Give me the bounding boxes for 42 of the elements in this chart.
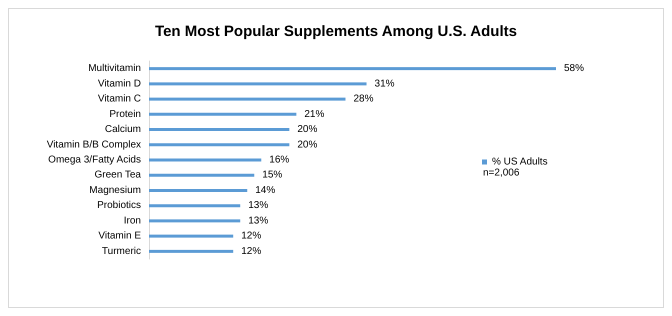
data-label: 20% (297, 139, 318, 150)
y-tick-label: Vitamin B/B Complex (46, 139, 141, 150)
data-label: 15% (262, 170, 282, 181)
data-label: 28% (353, 94, 374, 105)
y-tick-label: Iron (124, 215, 141, 226)
data-label: 21% (304, 108, 324, 120)
bar (149, 112, 296, 116)
data-label: 58% (564, 63, 584, 74)
data-label: 12% (241, 246, 262, 257)
y-tick-label: Multivitamin (88, 63, 141, 74)
y-tick-label: Turmeric (102, 246, 141, 257)
bar (149, 188, 248, 192)
bar (149, 67, 556, 70)
legend-label: % US Adults (492, 156, 548, 168)
y-tick-label: Green Tea (94, 170, 142, 181)
bar (149, 98, 346, 101)
data-label: 12% (241, 230, 262, 242)
y-tick-label: Probiotics (97, 200, 141, 212)
data-label: 13% (248, 200, 268, 212)
y-tick-label: Calcium (104, 124, 141, 136)
y-tick-label: Vitamin E (98, 230, 142, 242)
annotation: n=2,006 (483, 168, 520, 178)
y-tick-label: Vitamin C (98, 94, 141, 105)
data-label: 20% (297, 124, 318, 136)
data-label: 14% (255, 184, 276, 196)
bar (149, 250, 234, 253)
bar (149, 204, 240, 208)
bar (149, 234, 234, 238)
y-tick-label: Omega 3/Fatty Acids (48, 154, 141, 166)
bar (149, 219, 240, 222)
data-label: 13% (248, 215, 268, 226)
bar (149, 128, 290, 132)
y-tick-label: Magnesium (89, 184, 141, 196)
y-tick-label: Protein (109, 108, 141, 120)
data-label: 31% (374, 78, 395, 90)
bar (149, 82, 367, 86)
chart-title: Ten Most Popular Supplements Among U.S. Adults (155, 23, 517, 40)
bar (149, 174, 254, 177)
data-label: 16% (269, 154, 290, 166)
bar (149, 158, 262, 162)
y-tick-label: Vitamin D (98, 78, 141, 90)
bar (149, 143, 290, 146)
